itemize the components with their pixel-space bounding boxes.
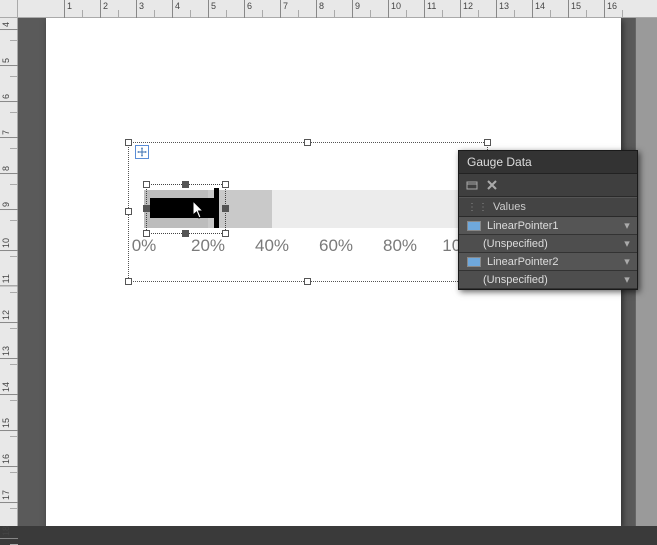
panel-value-row[interactable]: (Unspecified)▾: [459, 271, 637, 289]
gauge-tick-label: 80%: [383, 236, 417, 256]
ruler-tick: 2: [100, 0, 108, 18]
gauge-tick-label: 40%: [255, 236, 289, 256]
ruler-tick: 6: [0, 94, 18, 102]
gauge-range-segment: [272, 190, 464, 228]
gauge-tick-label: 20%: [191, 236, 225, 256]
ruler-tick: 12: [0, 310, 18, 323]
ruler-tick: 18: [0, 526, 18, 539]
ruler-tick: 13: [0, 346, 18, 359]
ruler-tick: 1: [64, 0, 72, 18]
pointer-selection[interactable]: [146, 184, 226, 234]
ruler-tick: 11: [0, 274, 18, 286]
resize-handle[interactable]: [222, 205, 229, 212]
ruler-tick: 16: [0, 454, 18, 467]
ruler-tick: 4: [172, 0, 180, 18]
panel-row-label: (Unspecified): [483, 274, 621, 286]
horizontal-ruler: 12345678910111213141516: [18, 0, 657, 18]
right-gutter: [635, 18, 657, 526]
gauge-tick-label: 60%: [319, 236, 353, 256]
resize-handle[interactable]: [143, 181, 150, 188]
resize-handle[interactable]: [143, 230, 150, 237]
gauge-tick-label: 0%: [132, 236, 157, 256]
resize-handle[interactable]: [304, 278, 311, 285]
ruler-tick: 9: [352, 0, 360, 18]
ruler-tick: 10: [0, 238, 18, 251]
resize-handle[interactable]: [222, 230, 229, 237]
panel-section-header: ⋮⋮Values: [459, 197, 637, 217]
ruler-tick: 17: [0, 490, 18, 503]
resize-handle[interactable]: [182, 230, 189, 237]
ruler-tick: 7: [0, 130, 18, 138]
vertical-ruler: 456789101112131415161718: [0, 18, 18, 526]
panel-value-row[interactable]: (Unspecified)▾: [459, 235, 637, 253]
dropdown-icon[interactable]: ▾: [621, 237, 633, 250]
ruler-tick: 14: [532, 0, 545, 18]
dropdown-icon[interactable]: ▾: [621, 255, 633, 268]
ruler-tick: 4: [0, 22, 18, 30]
panel-row-label: LinearPointer2: [487, 256, 621, 268]
panel-pointer-row[interactable]: LinearPointer1▾: [459, 217, 637, 235]
color-swatch-icon: [467, 221, 481, 231]
resize-handle[interactable]: [484, 139, 491, 146]
ruler-tick: 13: [496, 0, 509, 18]
color-swatch-icon: [467, 257, 481, 267]
dropdown-icon[interactable]: ▾: [621, 273, 633, 286]
resize-handle[interactable]: [182, 181, 189, 188]
ruler-tick: 10: [388, 0, 401, 18]
panel-action-icon[interactable]: [465, 178, 479, 192]
close-icon[interactable]: [485, 178, 499, 192]
drag-dots-icon: ⋮⋮: [467, 202, 493, 213]
gauge-data-panel[interactable]: Gauge Data ⋮⋮Values LinearPointer1▾(Unsp…: [458, 150, 638, 290]
workspace: 0%20%40%60%80%100%: [18, 18, 657, 526]
resize-handle[interactable]: [125, 278, 132, 285]
panel-row-label: LinearPointer1: [487, 220, 621, 232]
resize-handle[interactable]: [125, 208, 132, 215]
dropdown-icon[interactable]: ▾: [621, 219, 633, 232]
ruler-tick: 8: [0, 166, 18, 174]
ruler-tick: 15: [0, 418, 18, 431]
ruler-tick: 14: [0, 382, 18, 395]
resize-handle[interactable]: [143, 205, 150, 212]
resize-handle[interactable]: [222, 181, 229, 188]
ruler-corner: [0, 0, 18, 18]
ruler-tick: 11: [424, 0, 436, 18]
move-handle-icon[interactable]: [135, 145, 149, 159]
ruler-tick: 6: [244, 0, 252, 18]
resize-handle[interactable]: [125, 139, 132, 146]
ruler-tick: 15: [568, 0, 581, 18]
ruler-tick: 3: [136, 0, 144, 18]
ruler-tick: 16: [604, 0, 617, 18]
panel-row-label: (Unspecified): [483, 238, 621, 250]
ruler-tick: 12: [460, 0, 473, 18]
panel-pointer-row[interactable]: LinearPointer2▾: [459, 253, 637, 271]
panel-title[interactable]: Gauge Data: [459, 151, 637, 174]
ruler-tick: 8: [316, 0, 324, 18]
panel-toolbar: [459, 174, 637, 197]
ruler-tick: 9: [0, 202, 18, 210]
ruler-tick: 5: [0, 58, 18, 66]
ruler-tick: 7: [280, 0, 288, 18]
resize-handle[interactable]: [304, 139, 311, 146]
ruler-tick: 5: [208, 0, 216, 18]
